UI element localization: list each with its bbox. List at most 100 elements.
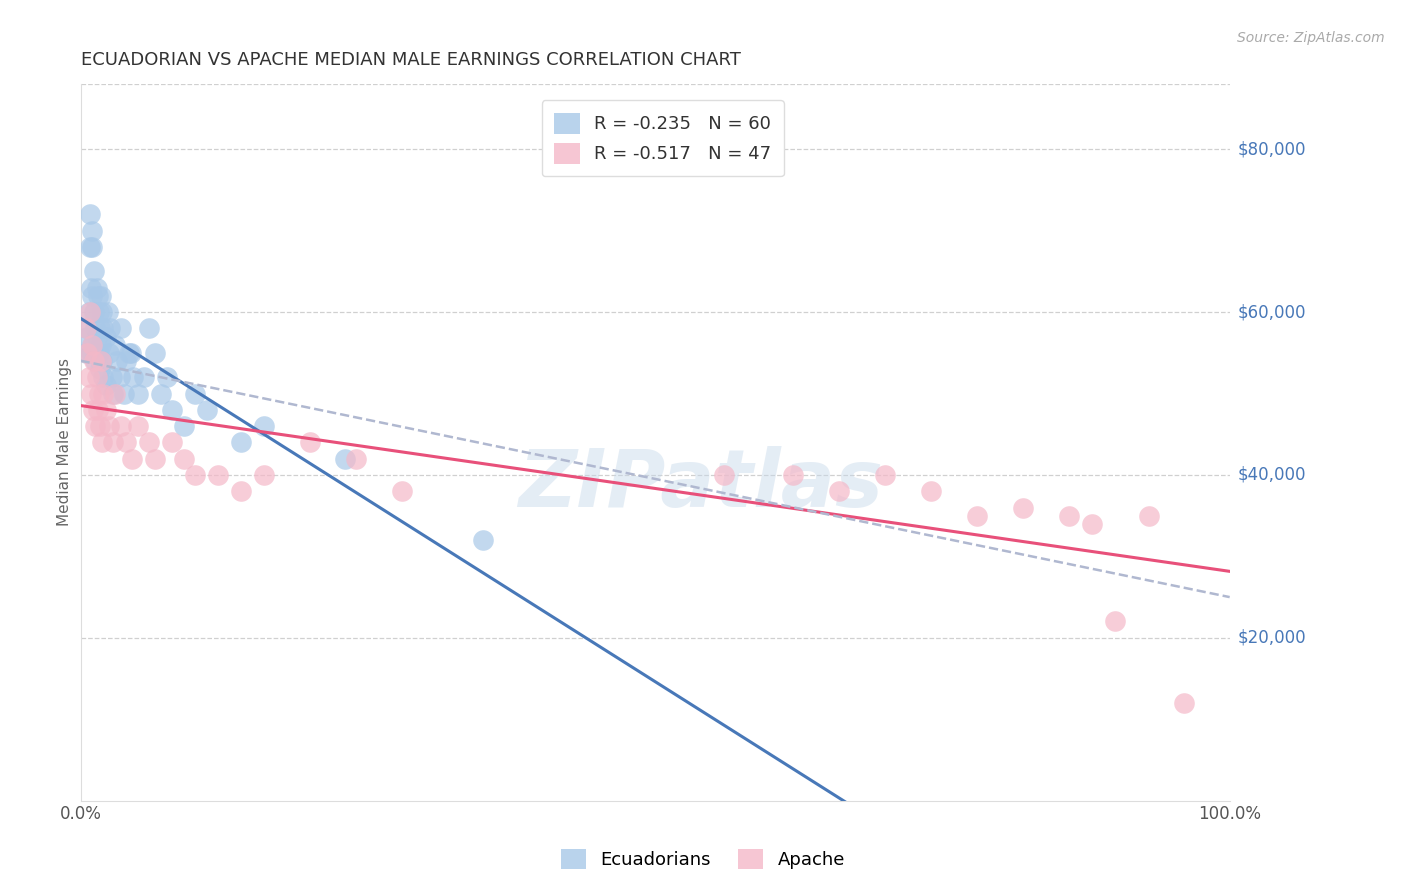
Point: [100, 321, 122, 335]
Point: [100, 370, 122, 384]
Point: [83, 305, 105, 319]
Point: [80, 289, 103, 303]
Point: [87, 305, 110, 319]
Point: [122, 370, 145, 384]
Point: [966, 508, 988, 523]
Point: [104, 337, 127, 351]
Point: [77, 305, 100, 319]
Point: [87, 289, 110, 303]
Point: [873, 467, 896, 482]
Y-axis label: Median Male Earnings: Median Male Earnings: [58, 359, 72, 526]
Point: [79, 207, 101, 221]
Point: [101, 435, 124, 450]
Point: [84, 321, 107, 335]
Point: [344, 451, 367, 466]
Point: [828, 484, 851, 499]
Point: [98, 346, 121, 360]
Point: [138, 435, 160, 450]
Point: [231, 484, 253, 499]
Text: $80,000: $80,000: [1239, 140, 1306, 158]
Text: $20,000: $20,000: [1239, 629, 1306, 647]
Point: [80, 240, 103, 254]
Point: [173, 451, 195, 466]
Point: [156, 370, 179, 384]
Point: [184, 386, 207, 401]
Point: [83, 264, 105, 278]
Point: [195, 402, 218, 417]
Point: [391, 484, 413, 499]
Point: [132, 370, 155, 384]
Point: [112, 386, 135, 401]
Legend: R = -0.235   N = 60, R = -0.517   N = 47: R = -0.235 N = 60, R = -0.517 N = 47: [541, 100, 785, 177]
Point: [101, 386, 124, 401]
Point: [91, 435, 114, 450]
Point: [87, 346, 110, 360]
Point: [80, 386, 103, 401]
Point: [83, 354, 105, 368]
Point: [121, 451, 143, 466]
Point: [104, 386, 127, 401]
Point: [253, 419, 276, 434]
Point: [94, 329, 117, 343]
Point: [86, 281, 108, 295]
Point: [149, 386, 172, 401]
Text: Source: ZipAtlas.com: Source: ZipAtlas.com: [1237, 31, 1385, 45]
Point: [89, 321, 111, 335]
Point: [120, 346, 142, 360]
Point: [1057, 508, 1080, 523]
Point: [253, 467, 276, 482]
Point: [94, 402, 117, 417]
Point: [127, 419, 149, 434]
Legend: Ecuadorians, Apache: Ecuadorians, Apache: [551, 839, 855, 879]
Point: [80, 281, 103, 295]
Point: [471, 533, 494, 547]
Text: $40,000: $40,000: [1239, 466, 1306, 484]
Point: [93, 370, 115, 384]
Point: [87, 386, 110, 401]
Text: ZIPatlas: ZIPatlas: [519, 446, 883, 524]
Point: [76, 346, 98, 360]
Point: [138, 321, 160, 335]
Point: [93, 386, 115, 401]
Point: [80, 337, 103, 351]
Point: [91, 354, 114, 368]
Point: [920, 484, 942, 499]
Text: $60,000: $60,000: [1239, 303, 1306, 321]
Point: [1104, 615, 1126, 629]
Point: [75, 346, 97, 360]
Point: [94, 378, 117, 392]
Point: [184, 467, 207, 482]
Point: [77, 370, 100, 384]
Point: [333, 451, 356, 466]
Point: [207, 467, 229, 482]
Point: [75, 321, 97, 335]
Point: [86, 329, 108, 343]
Point: [93, 321, 115, 335]
Point: [143, 451, 166, 466]
Text: ECUADORIAN VS APACHE MEDIAN MALE EARNINGS CORRELATION CHART: ECUADORIAN VS APACHE MEDIAN MALE EARNING…: [80, 51, 741, 69]
Point: [90, 354, 112, 368]
Point: [79, 240, 101, 254]
Point: [127, 386, 149, 401]
Point: [89, 362, 111, 376]
Point: [89, 419, 111, 434]
Point: [1173, 696, 1195, 710]
Point: [299, 435, 322, 450]
Point: [80, 346, 103, 360]
Point: [87, 402, 110, 417]
Point: [80, 224, 103, 238]
Point: [110, 419, 132, 434]
Point: [162, 402, 184, 417]
Point: [79, 305, 101, 319]
Point: [1137, 508, 1160, 523]
Point: [231, 435, 253, 450]
Point: [173, 419, 195, 434]
Point: [75, 321, 97, 335]
Point: [118, 346, 141, 360]
Point: [76, 329, 98, 343]
Point: [80, 337, 103, 351]
Point: [86, 370, 108, 384]
Point: [97, 305, 120, 319]
Point: [115, 354, 138, 368]
Point: [143, 346, 166, 360]
